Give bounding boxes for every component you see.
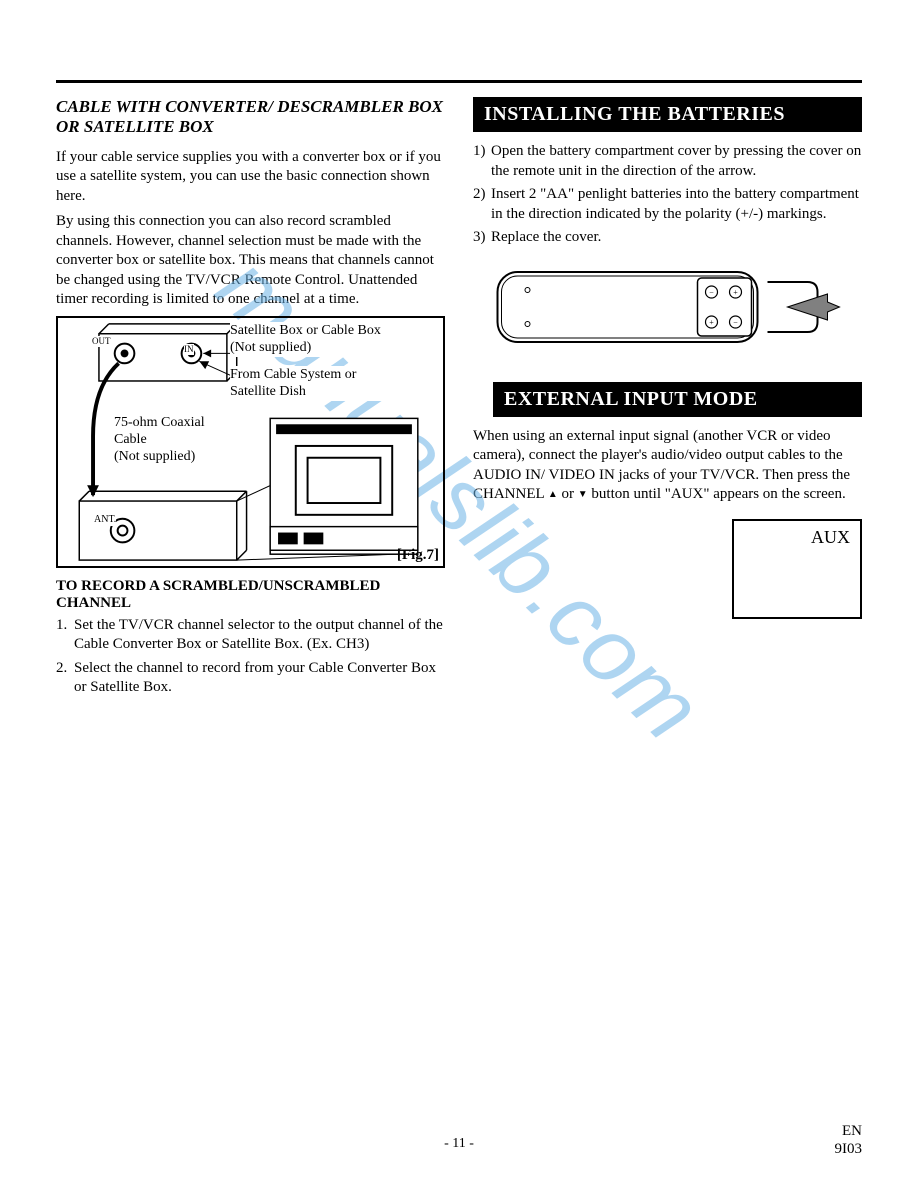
svg-text:+: + [733, 288, 738, 297]
channel-down-icon: ▼ [578, 488, 588, 501]
list-item: 1. Set the TV/VCR channel selector to th… [56, 616, 445, 655]
ext-text-2: or [558, 486, 578, 502]
page-content: CABLE WITH CONVERTER/ DESCRAMBLER BOX OR… [0, 0, 918, 742]
diagram-out-label: OUT [92, 336, 111, 347]
list-number: 2. [56, 659, 72, 698]
left-para-2: By using this connection you can also re… [56, 212, 445, 310]
list-text: Insert 2 "AA" penlight batteries into th… [489, 185, 862, 224]
left-para-1: If your cable service supplies you with … [56, 148, 445, 207]
list-text: Open the battery compartment cover by pr… [489, 142, 862, 181]
figure-number: [Fig.7] [397, 547, 439, 564]
battery-steps-list: 1) Open the battery compartment cover by… [473, 142, 862, 248]
diagram-label-1: Satellite Box or Cable Box (Not supplied… [230, 322, 410, 357]
aux-text: AUX [811, 527, 850, 547]
list-item: 2) Insert 2 "AA" penlight batteries into… [473, 185, 862, 224]
ext-text-3: button until "AUX" appears on the screen… [588, 486, 846, 502]
left-section-title: CABLE WITH CONVERTER/ DESCRAMBLER BOX OR… [56, 97, 445, 138]
top-rule [56, 80, 862, 83]
footer-code: 9I03 [835, 1140, 863, 1158]
svg-text:−: − [733, 318, 738, 327]
right-column: INSTALLING THE BATTERIES 1) Open the bat… [473, 97, 862, 702]
installing-batteries-banner: INSTALLING THE BATTERIES [473, 97, 862, 132]
diagram-label-3c: (Not supplied) [114, 448, 195, 466]
left-column: CABLE WITH CONVERTER/ DESCRAMBLER BOX OR… [56, 97, 445, 702]
external-input-banner: EXTERNAL INPUT MODE [493, 382, 862, 417]
diagram-label-3a: 75-ohm Coaxial [114, 414, 205, 432]
diagram-ant-label: ANT. [94, 514, 116, 527]
page-number: - 11 - [0, 1136, 918, 1152]
footer-right: EN 9I03 [835, 1122, 863, 1158]
list-item: 3) Replace the cover. [473, 228, 862, 248]
list-item: 1) Open the battery compartment cover by… [473, 142, 862, 181]
list-item: 2. Select the channel to record from you… [56, 659, 445, 698]
external-input-para: When using an external input signal (ano… [473, 427, 862, 505]
list-number: 1. [56, 616, 72, 655]
list-text: Select the channel to record from your C… [72, 659, 445, 698]
svg-text:−: − [709, 288, 714, 297]
record-subheading: TO RECORD A SCRAMBLED/UNSCRAMBLED CHANNE… [56, 578, 445, 612]
connection-diagram: OUT IN Satellite Box or Cable Box (Not s… [56, 316, 445, 568]
diagram-label-2: From Cable System or Satellite Dish [230, 366, 400, 401]
channel-up-icon: ▲ [548, 488, 558, 501]
list-number: 2) [473, 185, 489, 224]
footer-lang: EN [835, 1122, 863, 1140]
svg-text:+: + [709, 318, 714, 327]
two-column-layout: CABLE WITH CONVERTER/ DESCRAMBLER BOX OR… [56, 97, 862, 702]
list-text: Replace the cover. [489, 228, 862, 248]
list-text: Set the TV/VCR channel selector to the o… [72, 616, 445, 655]
remote-svg: − + + − [473, 262, 862, 352]
aux-display-box: AUX [732, 519, 862, 619]
remote-diagram: − + + − [473, 262, 862, 352]
record-steps-list: 1. Set the TV/VCR channel selector to th… [56, 616, 445, 698]
list-number: 1) [473, 142, 489, 181]
list-number: 3) [473, 228, 489, 248]
diagram-in-label: IN [184, 344, 194, 355]
diagram-label-3b: Cable [114, 431, 147, 449]
